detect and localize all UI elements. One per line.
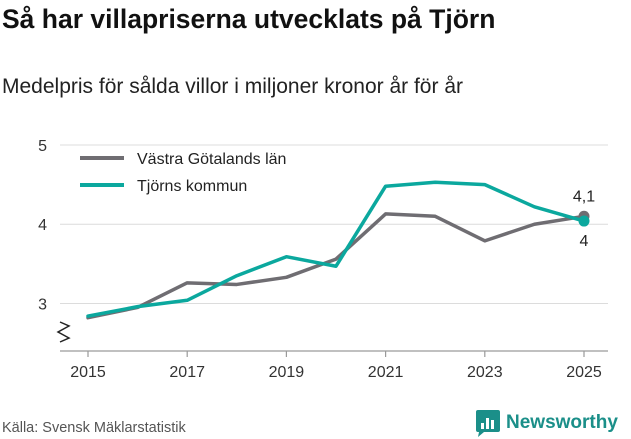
legend: Västra Götalands län Tjörns kommun [80,151,286,195]
brand-logo: Newsworthy [475,407,618,439]
end-label-vastra-gotaland: 4,1 [573,188,595,205]
legend-label-tjorn: Tjörns kommun [137,178,247,195]
end-marker-tjorn [578,215,590,227]
data-labels: 4,14 [573,188,595,250]
axes: 3 4 5 2015 2017 2019 2021 2023 2025 [38,138,608,381]
x-tick-label-2017: 2017 [169,364,205,381]
x-tick-label-2021: 2021 [368,364,404,381]
chart-title: Så har villapriserna utvecklats på Tjörn [2,4,496,34]
series-line-tjorn [86,180,586,318]
brand-name: Newsworthy [506,412,618,433]
series-line-vastra-gotaland [86,212,586,320]
x-tick-label-2025: 2025 [566,364,602,381]
newsworthy-logo-icon [476,410,500,437]
series-lines [86,180,590,320]
gridlines [60,144,608,304]
x-tick-label-2023: 2023 [467,364,503,381]
y-tick-label-3: 3 [38,296,47,313]
source-note: Källa: Svensk Mäklarstatistik [2,420,186,436]
x-tick-label-2015: 2015 [70,364,106,381]
legend-label-vastra-gotaland: Västra Götalands län [137,151,286,168]
y-axis-break-icon [56,321,71,343]
chart-subtitle: Medelpris för sålda villor i miljoner kr… [2,75,463,98]
y-tick-label-4: 4 [38,217,47,234]
x-tick-label-2019: 2019 [269,364,305,381]
y-tick-label-5: 5 [38,138,47,155]
end-label-tjorn: 4 [580,233,589,250]
